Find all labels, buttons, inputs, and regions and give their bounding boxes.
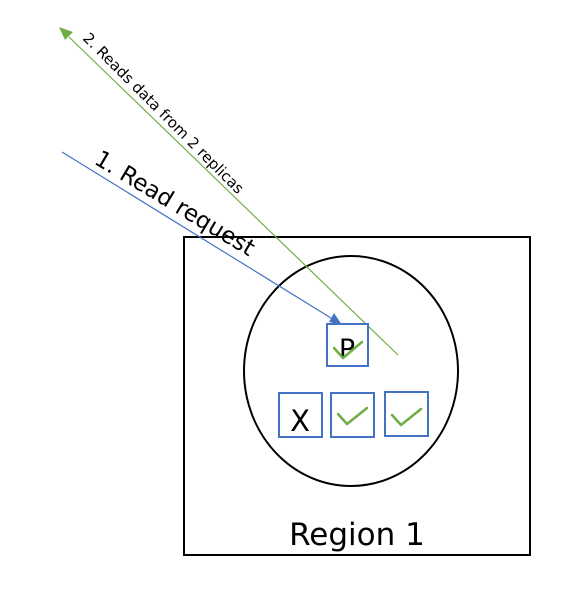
failed-replica: X (278, 392, 323, 438)
reads-data-arrow (59, 27, 399, 356)
healthy-replica (384, 391, 429, 437)
read-request-arrow (61, 151, 342, 325)
arrowhead-icon (59, 27, 73, 40)
healthy-replica (330, 392, 375, 438)
check-icon (390, 407, 423, 427)
failed-replica-label: X (290, 404, 310, 438)
region-box (183, 236, 531, 556)
arrowhead-icon (329, 313, 342, 325)
primary-replica: P (326, 323, 369, 367)
region-label: Region 1 (289, 517, 425, 553)
read-request-label: 1. Read request (90, 146, 259, 262)
check-icon (332, 340, 364, 360)
replica-set-circle (243, 255, 459, 487)
check-icon (336, 406, 369, 426)
